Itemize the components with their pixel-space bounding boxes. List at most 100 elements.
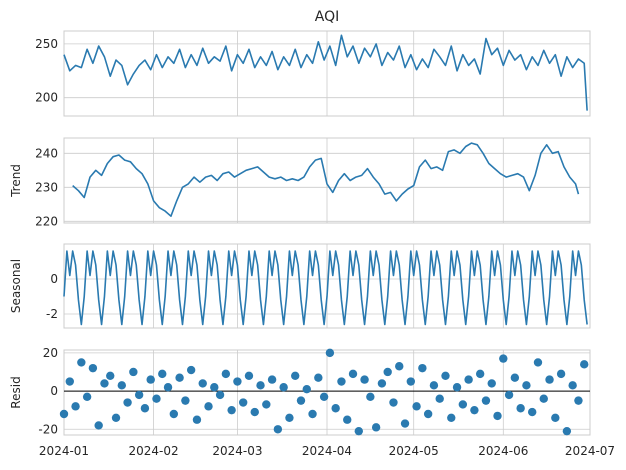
resid-point [475,369,485,379]
resid-point [140,404,150,413]
resid-point [106,371,115,380]
resid-point [82,392,92,401]
xtick-2024-05: 2024-05 [389,444,439,458]
resid-point [539,394,548,403]
panel-4-ytick-0: -20 [38,422,58,436]
resid-point [267,375,277,384]
resid-point [377,379,387,388]
resid-point [186,365,196,375]
resid-point [296,396,306,405]
resid-point [117,381,127,390]
resid-point [406,377,416,386]
resid-point [158,369,167,379]
resid-point [285,413,294,423]
resid-point [221,369,231,379]
resid-point [88,363,98,373]
resid-point [383,367,392,377]
resid-point [94,421,103,430]
resid-point [59,409,69,419]
panel-2-ytick-1: 230 [35,180,58,194]
resid-point [77,358,86,367]
panel-1-ytick-1: 250 [35,37,58,51]
resid-point [198,379,207,388]
resid-point [464,375,473,384]
resid-point [146,375,155,384]
resid-point [250,407,259,417]
aqi-series-line [63,34,588,111]
resid-point [227,405,236,415]
resid-point [181,396,190,405]
xtick-2024-03: 2024-03 [212,444,262,458]
resid-point [279,383,288,392]
resid-point [152,394,161,403]
xtick-2024-04: 2024-04 [302,444,352,458]
xtick-2024-02: 2024-02 [129,444,179,458]
panel-3-ytick-0: -2 [46,307,58,321]
trend-series-line [72,142,580,217]
resid-point [533,358,543,367]
resid-point [256,381,265,390]
resid-point [163,383,173,392]
seasonal-series-line [63,250,588,326]
resid-point [429,381,439,390]
panel-4-ylabel: Resid [9,376,23,408]
resid-point [291,371,300,380]
resid-point [129,367,138,377]
resid-point [418,363,427,373]
panel-3-ytick-1: 0 [50,272,58,286]
resid-point [308,409,317,419]
xtick-2024-06: 2024-06 [478,444,528,458]
xtick-2024-07: 2024-07 [565,444,615,458]
resid-point [314,373,323,382]
resid-point [319,392,329,401]
resid-point [412,402,421,411]
resid-point [556,369,566,379]
panel-3: -2 0 Seasonal [9,243,591,329]
resid-point [325,348,335,358]
resid-point [343,415,352,424]
panel-2-ylabel: Trend [9,164,23,198]
resid-point [210,383,219,392]
resid-point [360,375,369,384]
resid-point [574,396,583,405]
resid-point [175,373,184,382]
resid-point [100,379,109,388]
panel-2: 220 230 240 Trend [9,137,591,228]
resid-point [510,373,520,382]
resid-point [562,426,572,436]
resid-point [470,405,479,415]
resid-point [123,398,132,407]
panel-1-ytick-0: 200 [35,91,58,105]
resid-point [331,404,340,413]
resid-point [192,415,202,424]
resid-point [493,411,502,421]
resid-point [71,402,80,411]
resid-point [395,362,404,371]
resid-point [366,392,375,401]
resid-point [516,404,525,413]
resid-point [238,398,248,407]
resid-point [447,413,456,423]
resid-point [273,425,283,434]
resid-point [204,402,213,411]
resid-point [233,377,242,386]
resid-point [499,354,508,363]
resid-point [551,413,560,423]
resid-point [244,371,254,380]
panel-3-ylabel: Seasonal [9,259,23,313]
resid-point [528,407,537,417]
resid-point [169,409,179,419]
resid-point [337,377,346,386]
resid-point [389,398,398,407]
panel-2-ytick-2: 240 [35,146,58,160]
panel-4-ytick-1: 0 [50,384,58,398]
resid-point [522,381,531,390]
resid-point [354,426,363,436]
resid-point [580,360,589,369]
resid-point [215,390,225,400]
panel-2-ytick-0: 220 [35,214,58,228]
resid-point [568,381,577,390]
resid-point [111,413,121,423]
chart-title: AQI [315,9,339,25]
